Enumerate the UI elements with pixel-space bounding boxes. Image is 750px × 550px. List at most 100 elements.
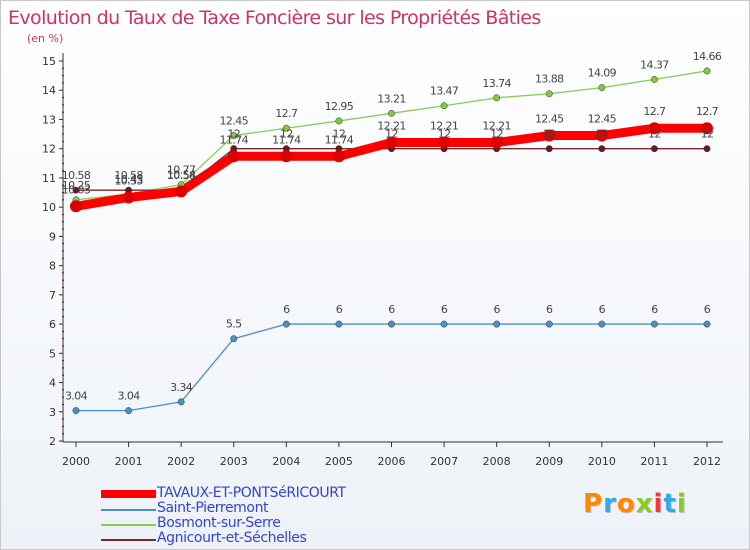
data-label: 10.58: [167, 169, 196, 182]
data-label: 13.21: [377, 92, 406, 105]
data-point: [177, 398, 185, 406]
data-label: 10.03: [62, 183, 91, 196]
data-label: 3.34: [170, 381, 193, 394]
legend-swatch: [101, 509, 156, 511]
x-tick-label: 2007: [430, 455, 458, 468]
y-tick-label: 7: [49, 289, 56, 302]
y-tick-label: 4: [49, 377, 56, 390]
data-point: [230, 335, 238, 343]
data-point: [440, 320, 448, 328]
x-tick-label: 2000: [62, 455, 90, 468]
y-tick-label: 2: [49, 435, 56, 448]
series-line: [76, 323, 707, 412]
data-point: [388, 109, 395, 117]
data-label: 13.88: [535, 73, 564, 86]
data-label: 12.21: [430, 120, 459, 133]
data-point: [335, 320, 343, 328]
data-label: 12: [438, 128, 451, 141]
data-point: [122, 191, 135, 204]
y-tick-label: 6: [49, 318, 56, 331]
y-tick-label: 5: [49, 347, 56, 360]
legend-label: Saint-Pierremont: [157, 500, 269, 516]
x-tick-label: 2003: [220, 455, 248, 468]
y-axis-unit: (en %): [27, 32, 64, 45]
data-point: [703, 320, 711, 328]
x-tick-label: 2010: [588, 455, 616, 468]
y-tick-label: 3: [49, 406, 56, 419]
y-tick-label: 15: [42, 55, 56, 68]
y-tick-label: 14: [42, 84, 56, 97]
x-tick-label: 2012: [693, 455, 721, 468]
data-point: [598, 84, 606, 92]
data-label: 10.45: [114, 173, 143, 186]
data-point: [493, 94, 501, 102]
legend-swatch: [101, 524, 156, 526]
data-point: [175, 185, 188, 198]
data-label: 10.58: [62, 169, 91, 182]
data-label: 13.47: [430, 85, 459, 98]
data-point: [438, 136, 451, 149]
data-label: 3.04: [118, 390, 141, 403]
x-tick-label: 2009: [535, 455, 563, 468]
data-label: 6: [599, 303, 606, 316]
data-label: 12: [333, 128, 346, 141]
data-label: 12: [701, 128, 714, 141]
data-label: 14.37: [640, 58, 669, 71]
data-point: [598, 145, 606, 153]
data-label: 14.66: [693, 50, 722, 63]
data-label: 6: [441, 303, 448, 316]
data-label: 5.5: [226, 318, 242, 331]
proxiti-logo: Proxiti: [583, 489, 687, 519]
data-label: 12.21: [482, 120, 511, 133]
data-point: [70, 200, 82, 213]
y-tick-label: 13: [42, 113, 56, 126]
x-tick-label: 2011: [640, 455, 668, 468]
data-point: [595, 129, 608, 142]
x-tick-label: 2005: [325, 455, 353, 468]
data-label: 12.7: [275, 107, 298, 120]
data-point: [650, 320, 658, 328]
y-tick-label: 8: [49, 260, 56, 273]
data-label: 3.04: [65, 390, 88, 403]
data-point: [490, 136, 503, 149]
data-label: 12: [648, 128, 661, 141]
data-label: 10.58: [114, 169, 143, 182]
legend-swatch: [101, 539, 156, 541]
data-label: 13.74: [482, 77, 511, 90]
data-label: 11.74: [220, 133, 249, 146]
data-label: 6: [336, 303, 343, 316]
data-label: 6: [388, 303, 395, 316]
data-label: 6: [704, 303, 711, 316]
data-point: [440, 102, 448, 110]
x-tick-label: 2004: [272, 455, 300, 468]
data-point: [703, 67, 711, 75]
data-label: 6: [493, 303, 500, 316]
y-tick-label: 10: [42, 201, 56, 214]
data-label: 12: [543, 128, 556, 141]
data-label: 12.7: [643, 105, 666, 118]
data-label: 12.45: [588, 113, 617, 126]
legend-label: TAVAUX-ET-PONTSéRICOURT: [157, 485, 346, 501]
y-tick-label: 12: [42, 143, 56, 156]
data-label: 12.45: [535, 113, 564, 126]
data-point: [282, 124, 290, 132]
data-point: [493, 320, 501, 328]
data-label: 12: [227, 128, 240, 141]
data-label: 6: [283, 303, 290, 316]
data-label: 12: [385, 128, 398, 141]
data-label: 12: [490, 128, 503, 141]
data-label: 12: [280, 128, 293, 141]
data-label: 10.25: [62, 179, 91, 192]
legend-label: Bosmont-sur-Serre: [157, 515, 281, 531]
data-label: 10.54: [167, 168, 196, 181]
data-point: [125, 407, 133, 415]
data-point: [545, 90, 553, 98]
legend-swatch: [101, 490, 156, 498]
data-label: 12.7: [696, 105, 719, 118]
data-label: 12.95: [325, 100, 354, 113]
data-point: [72, 407, 80, 415]
data-point: [545, 320, 553, 328]
data-label: 14.09: [588, 67, 617, 80]
data-label: 10.77: [167, 164, 196, 177]
